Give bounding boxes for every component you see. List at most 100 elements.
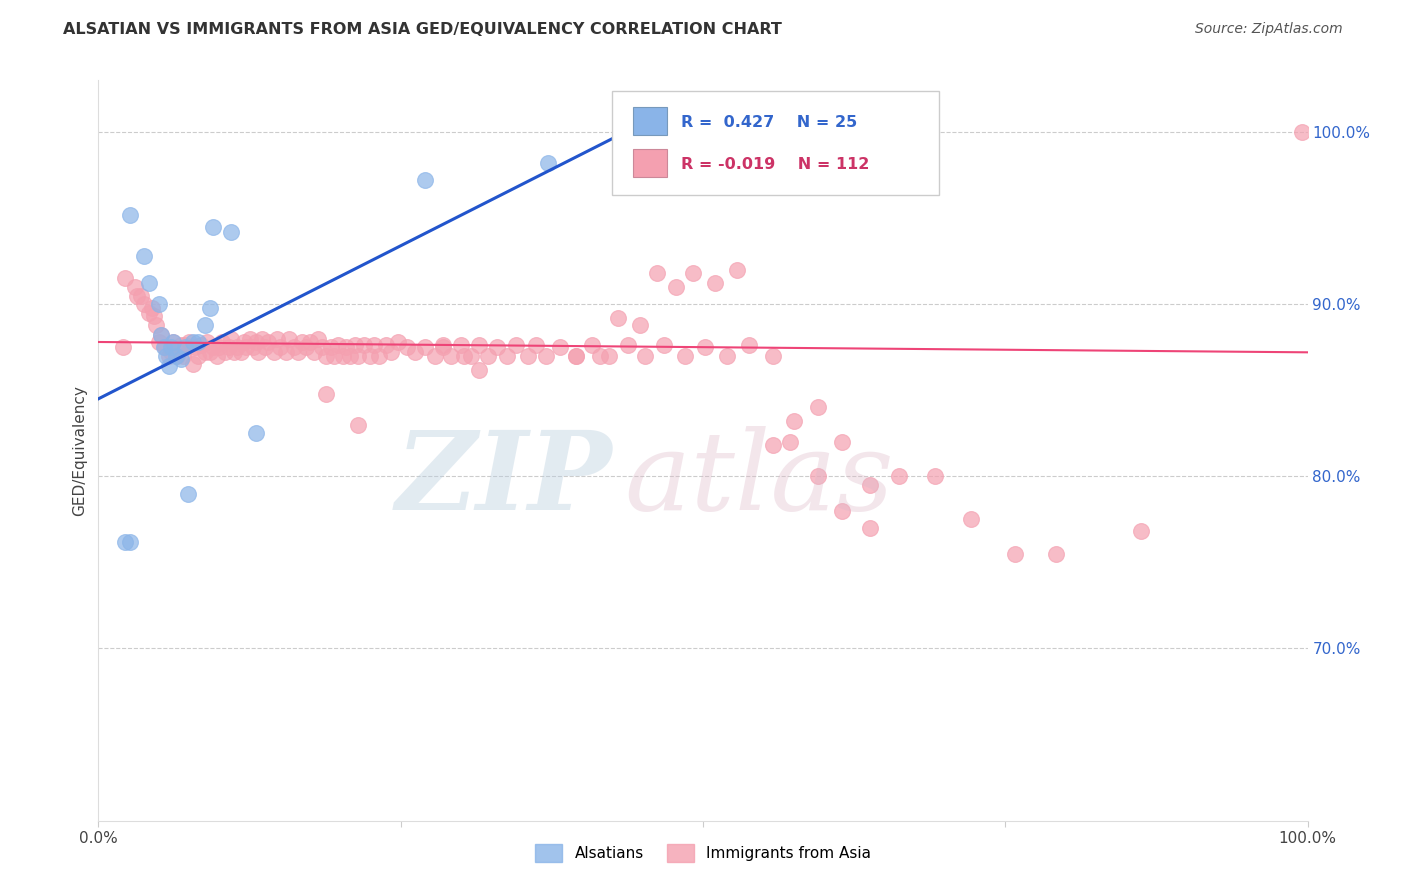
- Point: [652, 338, 675, 352]
- Point: [628, 318, 651, 332]
- Point: [150, 328, 173, 343]
- Point: [302, 345, 325, 359]
- Point: [211, 334, 233, 349]
- Point: [162, 334, 184, 349]
- Point: [202, 340, 225, 354]
- Point: [460, 349, 482, 363]
- Point: [332, 349, 354, 363]
- Bar: [633, 106, 666, 135]
- Point: [404, 345, 426, 359]
- Point: [266, 332, 288, 346]
- Point: [423, 349, 446, 363]
- Point: [166, 349, 188, 363]
- Point: [124, 280, 146, 294]
- Point: [326, 338, 349, 352]
- Point: [516, 349, 538, 363]
- Point: [645, 266, 668, 280]
- Point: [157, 349, 180, 363]
- Point: [184, 340, 207, 354]
- Point: [198, 345, 221, 359]
- Point: [221, 332, 243, 346]
- Point: [181, 334, 204, 349]
- Point: [315, 386, 337, 401]
- Point: [395, 340, 418, 354]
- Point: [114, 534, 136, 549]
- Point: [453, 349, 475, 363]
- Legend: Alsatians, Immigrants from Asia: Alsatians, Immigrants from Asia: [529, 838, 877, 869]
- Point: [353, 338, 375, 352]
- Point: [413, 340, 436, 354]
- Point: [202, 219, 225, 234]
- Point: [148, 334, 170, 349]
- Point: [263, 345, 285, 359]
- Point: [187, 349, 209, 363]
- Point: [232, 334, 254, 349]
- Point: [368, 349, 391, 363]
- Point: [807, 469, 830, 483]
- Point: [222, 345, 245, 359]
- Point: [634, 349, 657, 363]
- Point: [496, 349, 519, 363]
- Point: [924, 469, 946, 483]
- Point: [1004, 547, 1026, 561]
- Point: [187, 334, 209, 349]
- Point: [245, 334, 267, 349]
- Point: [347, 349, 370, 363]
- Point: [155, 349, 177, 363]
- Point: [295, 340, 318, 354]
- Point: [177, 486, 200, 500]
- Text: atlas: atlas: [624, 426, 894, 533]
- Point: [208, 340, 231, 354]
- Point: [413, 173, 436, 187]
- Point: [214, 345, 236, 359]
- Point: [440, 349, 463, 363]
- Point: [807, 401, 830, 415]
- Point: [432, 338, 454, 352]
- Point: [375, 338, 398, 352]
- Point: [195, 334, 218, 349]
- Point: [274, 345, 297, 359]
- Point: [143, 309, 166, 323]
- FancyBboxPatch shape: [613, 91, 939, 195]
- Point: [607, 310, 630, 325]
- Point: [762, 438, 785, 452]
- Point: [299, 334, 322, 349]
- Point: [665, 280, 688, 294]
- Bar: [633, 149, 666, 177]
- Point: [247, 345, 270, 359]
- Point: [138, 277, 160, 291]
- Point: [311, 340, 333, 354]
- Point: [831, 504, 853, 518]
- Point: [581, 338, 603, 352]
- Point: [250, 332, 273, 346]
- Point: [782, 414, 804, 428]
- Point: [617, 338, 640, 352]
- Point: [859, 478, 882, 492]
- Point: [287, 345, 309, 359]
- Point: [290, 334, 312, 349]
- Point: [534, 349, 557, 363]
- Point: [432, 340, 454, 354]
- Point: [254, 340, 277, 354]
- Point: [725, 262, 748, 277]
- Point: [172, 349, 194, 363]
- Point: [308, 332, 330, 346]
- Point: [486, 340, 509, 354]
- Point: [387, 334, 409, 349]
- Point: [111, 340, 134, 354]
- Point: [269, 340, 291, 354]
- Point: [239, 332, 262, 346]
- Point: [118, 534, 141, 549]
- Point: [160, 340, 183, 354]
- Point: [505, 338, 527, 352]
- Text: ALSATIAN VS IMMIGRANTS FROM ASIA GED/EQUIVALENCY CORRELATION CHART: ALSATIAN VS IMMIGRANTS FROM ASIA GED/EQU…: [63, 22, 782, 37]
- Point: [242, 340, 264, 354]
- Point: [468, 338, 491, 352]
- Point: [704, 277, 727, 291]
- Point: [169, 352, 191, 367]
- Point: [153, 340, 176, 354]
- Text: ZIP: ZIP: [395, 426, 613, 533]
- Point: [779, 434, 801, 449]
- Point: [245, 426, 267, 441]
- Point: [160, 345, 183, 359]
